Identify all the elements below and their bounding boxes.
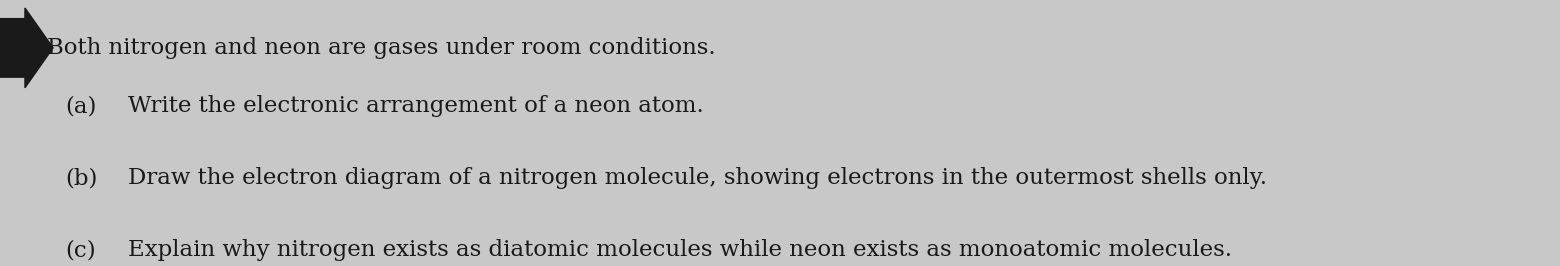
Text: (a): (a): [66, 95, 97, 117]
Text: Both nitrogen and neon are gases under room conditions.: Both nitrogen and neon are gases under r…: [47, 37, 716, 59]
Text: Write the electronic arrangement of a neon atom.: Write the electronic arrangement of a ne…: [128, 95, 704, 117]
Text: (c): (c): [66, 239, 97, 261]
Text: (b): (b): [66, 167, 98, 189]
Text: Draw the electron diagram of a nitrogen molecule, showing electrons in the outer: Draw the electron diagram of a nitrogen …: [128, 167, 1267, 189]
Text: Explain why nitrogen exists as diatomic molecules while neon exists as monoatomi: Explain why nitrogen exists as diatomic …: [128, 239, 1232, 261]
FancyArrow shape: [0, 8, 53, 88]
